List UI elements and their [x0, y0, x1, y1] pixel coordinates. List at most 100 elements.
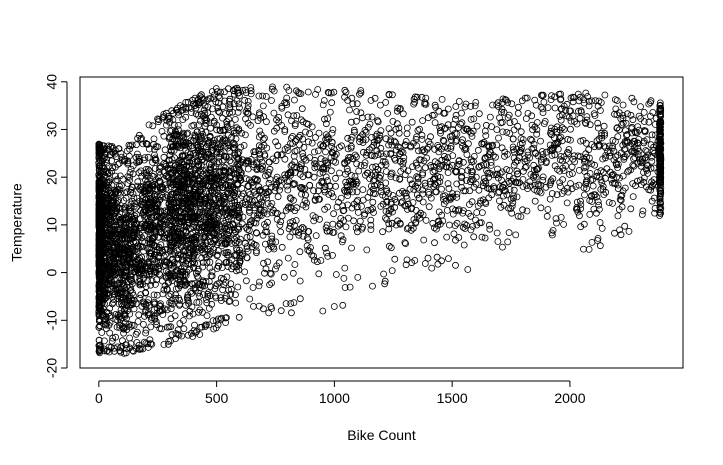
scatter-point — [291, 207, 299, 215]
scatter-point — [161, 146, 169, 154]
scatter-point — [347, 144, 355, 152]
scatter-point — [635, 112, 643, 120]
scatter-point — [612, 105, 620, 113]
scatter-point — [263, 194, 270, 202]
scatter-point — [594, 119, 602, 127]
scatter-point — [369, 198, 377, 206]
scatter-point — [332, 271, 340, 278]
scatter-point — [385, 207, 393, 215]
scatter-point — [180, 325, 188, 333]
scatter-point — [208, 300, 216, 308]
scatter-point — [175, 331, 183, 339]
scatter-point — [193, 128, 201, 136]
scatter-point — [551, 93, 558, 101]
scatter-point — [135, 344, 143, 352]
scatter-point — [249, 284, 257, 291]
scatter-point — [435, 208, 443, 216]
scatter-point — [356, 133, 364, 141]
scatter-point — [452, 168, 460, 176]
scatter-point — [112, 177, 120, 185]
scatter-point — [475, 110, 483, 118]
scatter-point — [369, 282, 376, 290]
scatter-point — [396, 105, 404, 112]
scatter-point — [553, 123, 561, 131]
scatter-point — [217, 316, 225, 323]
scatter-point — [459, 223, 467, 231]
scatter-point — [434, 141, 442, 149]
scatter-point — [120, 324, 127, 331]
scatter-point — [499, 128, 507, 136]
scatter-point — [389, 118, 397, 125]
scatter-point — [142, 329, 150, 337]
scatter-point — [229, 185, 237, 193]
scatter-point — [168, 155, 176, 163]
scatter-point — [614, 212, 622, 220]
scatter-point — [340, 206, 348, 214]
scatter-point — [147, 340, 155, 348]
scatter-point — [473, 122, 481, 130]
scatter-point — [431, 119, 439, 126]
scatter-point — [341, 86, 349, 94]
scatter-point — [551, 104, 559, 112]
scatter-point — [217, 143, 225, 151]
scatter-point — [306, 181, 314, 189]
scatter-point — [458, 119, 466, 127]
scatter-point — [539, 173, 547, 181]
scatter-point — [498, 168, 506, 176]
scatter-point — [226, 169, 234, 177]
scatter-point — [328, 138, 336, 146]
scatter-point — [268, 85, 276, 93]
scatter-point — [149, 180, 157, 188]
scatter-point — [381, 277, 389, 285]
scatter-point — [343, 157, 351, 165]
scatter-point — [435, 148, 443, 156]
scatter-point — [481, 198, 489, 206]
scatter-point — [190, 264, 198, 272]
scatter-point — [534, 180, 542, 188]
scatter-point — [259, 92, 267, 100]
scatter-point — [314, 147, 322, 155]
scatter-point — [594, 168, 601, 176]
scatter-point — [180, 263, 188, 271]
scatter-point — [421, 179, 429, 187]
scatter-point — [127, 186, 135, 194]
scatter-point — [335, 143, 343, 151]
scatter-point — [234, 225, 241, 233]
scatter-point — [402, 137, 410, 145]
scatter-point — [354, 196, 362, 204]
scatter-point — [207, 164, 215, 172]
scatter-point — [600, 122, 608, 130]
scatter-point — [145, 235, 153, 243]
scatter-point — [257, 131, 265, 139]
scatter-point — [149, 221, 157, 229]
scatter-point — [453, 193, 461, 201]
scatter-point — [315, 129, 323, 137]
scatter-point — [403, 225, 411, 233]
scatter-point — [409, 163, 417, 171]
scatter-point — [291, 122, 299, 129]
scatter-point — [586, 154, 593, 162]
scatter-point — [548, 92, 555, 99]
scatter-point — [645, 118, 653, 126]
scatter-point — [568, 185, 576, 193]
scatter-point — [354, 273, 362, 281]
scatter-point — [218, 197, 226, 205]
scatter-point — [100, 155, 108, 163]
scatter-point — [317, 257, 325, 264]
scatter-point — [196, 331, 204, 338]
scatter-point — [401, 239, 409, 247]
scatter-point — [643, 136, 651, 144]
scatter-point — [582, 150, 590, 158]
scatter-point — [438, 161, 446, 169]
scatter-point — [148, 340, 156, 348]
scatter-point — [308, 139, 316, 147]
scatter-point — [141, 239, 149, 247]
scatter-point — [330, 228, 338, 236]
scatter-point — [468, 132, 476, 140]
scatter-point — [311, 156, 319, 164]
scatter-point — [419, 190, 427, 198]
scatter-point — [517, 213, 525, 221]
scatter-point — [310, 252, 318, 260]
scatter-point — [486, 113, 494, 121]
